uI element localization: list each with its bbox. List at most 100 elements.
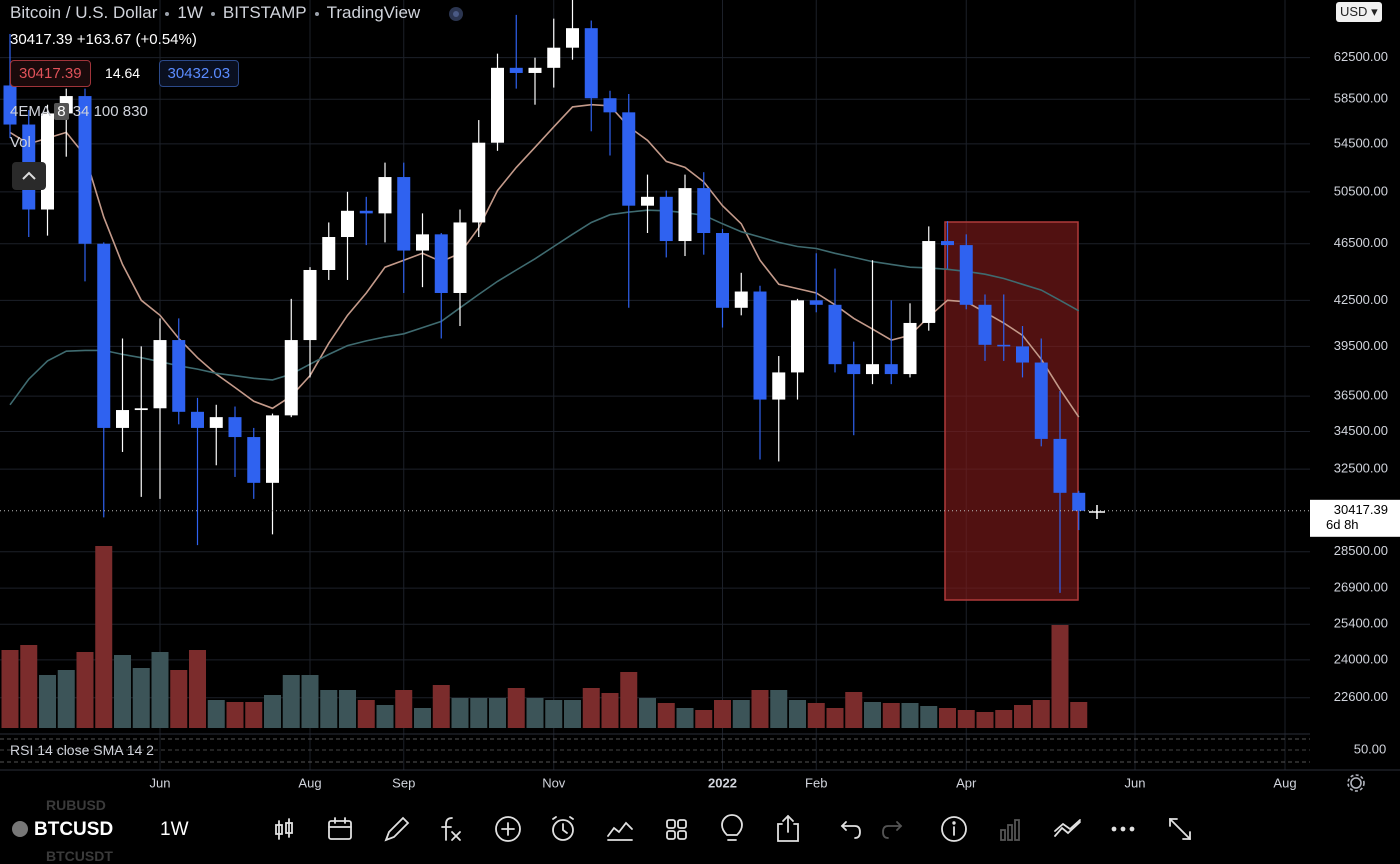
candle-body [753,291,767,400]
chart-background [0,0,1400,800]
symbol-logo [12,821,28,837]
x-tick-label: Jun [1125,775,1146,790]
candle-body [772,372,786,400]
volume-bar [901,703,919,728]
candle-body [828,304,842,365]
candle-body [659,196,673,242]
x-tick-label: Feb [805,775,827,790]
volume-bar [414,708,431,728]
volume-bar [39,675,56,728]
volume-bar [882,703,900,728]
candle-body [922,241,936,323]
vol-legend[interactable]: Vol [10,134,31,151]
ema-params: 34 100 830 [72,103,148,120]
chart: 62500.00 58500.00 54500.00 50500.00 46500.00… [0,0,1400,800]
watchlist-ghost: RUBUSD [46,797,106,813]
change: +163.67 (+0.54%) [76,31,197,48]
volume-bar [170,670,188,728]
info-icon[interactable] [941,816,967,842]
candle-body [153,340,167,409]
last-price-box [1310,499,1400,537]
buy-button[interactable]: 30432.03 [158,60,240,87]
alert-icon[interactable] [552,816,574,841]
candle-body [641,196,654,206]
volume-bar [1070,702,1088,728]
candle-body [1053,438,1067,493]
candle-body [847,364,861,375]
volume-bar [714,700,731,728]
status-dot[interactable] [448,6,463,21]
share-icon[interactable] [777,814,799,842]
ideas-icon[interactable] [721,814,743,841]
volume-bar [639,698,656,728]
sell-button[interactable]: 30417.39 [10,60,91,87]
volume-bar [695,710,713,728]
candle-body [378,177,392,214]
volume-bar [845,692,863,728]
symbol-header: Bitcoin / U.S. Dollar 1W BITSTAMP TradingVi… [10,3,463,23]
volume-bar [545,700,563,728]
x-tick-label: Jun [150,775,171,790]
candle-body [453,222,467,293]
y-tick-label: 50500.00 [1334,183,1388,198]
draw-icon[interactable] [384,816,410,842]
grid [0,0,1310,770]
y-tick-label: 28500.00 [1334,543,1388,558]
volume-bar [770,690,788,728]
candle-body [434,234,448,293]
order-buttons: 30417.39 14.64 30432.03 [10,60,240,87]
indicators-icon[interactable] [441,817,461,841]
layout-icon[interactable] [666,819,687,840]
header-interval: 1W [177,3,203,22]
y-tick-label: 34500.00 [1334,423,1388,438]
volume-bar [282,675,300,728]
interval[interactable]: 1W [160,819,189,840]
currency-button[interactable]: USD ▾ [1336,2,1382,22]
ema-active: 8 [54,103,69,120]
volume-bar [470,698,488,728]
volume-bar [526,698,544,728]
symbol[interactable]: BTCUSD [34,819,114,840]
y-tick-label: 26900.00 [1334,580,1388,595]
volume-bar [301,675,319,728]
quote-line: 30417.39 +163.67 (+0.54%) [10,31,197,48]
data-window-icon[interactable] [607,821,633,841]
candle-body [791,300,804,373]
ema-legend[interactable]: 4EMA 8 34 100 830 [10,103,148,120]
add-icon[interactable] [495,816,521,842]
volume-bar [807,703,825,728]
header-source: TradingView [326,3,421,22]
volume-bar [226,702,244,728]
candle-body [472,142,486,223]
crosshair [1089,505,1105,519]
rsi-legend[interactable]: RSI 14 close SMA 14 2 [10,742,154,758]
volume-bar [114,655,131,728]
spread: 14.64 [105,65,141,81]
toolbar-icons [275,814,1191,842]
y-tick-label: 46500.00 [1334,235,1388,250]
more-icon[interactable] [1111,826,1135,832]
candle-body [1072,492,1086,511]
strategy-icon[interactable] [1054,819,1081,837]
candle-body [903,322,917,375]
volume-bar [1051,625,1069,728]
candle-body [509,67,523,73]
settings-gear[interactable] [1347,774,1365,792]
undo-icon[interactable] [840,821,861,839]
candle-body [566,28,579,48]
volume-bar [957,710,975,728]
volume-bar [451,698,469,728]
compare-icon[interactable] [1000,819,1020,841]
collapse-button[interactable] [12,162,46,190]
volume-bar [207,700,225,728]
candle-body [941,241,954,246]
redo-icon[interactable] [882,821,903,839]
y-tick-label: 42500.00 [1334,292,1388,307]
fullscreen-icon[interactable] [1169,818,1191,840]
ema-line [9,103,1080,418]
volume-bar [57,670,75,728]
volume-bar [395,690,413,728]
replay-icon[interactable] [328,817,352,840]
candle-body [491,67,504,143]
chart-type-icon[interactable] [275,818,293,840]
